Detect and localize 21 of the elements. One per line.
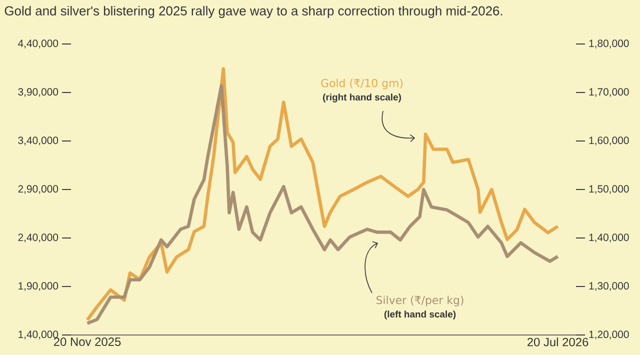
y-tick-label: 1,90,000 <box>18 282 58 291</box>
chart-title: Gold and silver's blistering 2025 rally gave way to a sharp correction through mid-2026. <box>4 6 502 18</box>
y2-tick-label: 1,50,000 <box>589 185 629 194</box>
y-tick-label: 3,40,000 <box>18 136 58 146</box>
y2-tick-label: 1,30,000 <box>589 282 629 291</box>
y-tick-label: 4,40,000 <box>18 40 58 48</box>
text: Silver (₹/per kg) <box>376 296 464 306</box>
x-tick-label: 20 Jul 2026 <box>527 338 588 346</box>
y-tick-label: 2,90,000 <box>18 185 58 194</box>
y2-tick-label: 1,60,000 <box>589 136 629 146</box>
y-tick-label: 3,90,000 <box>18 88 58 97</box>
y2-tick-label: 1,20,000 <box>589 330 629 340</box>
y-tick-label: 1,40,000 <box>18 330 58 340</box>
y-tick-label: 2,40,000 <box>18 234 58 242</box>
text: Gold (₹/10 gm) <box>321 78 403 90</box>
annotation: (right hand scale) <box>323 94 401 102</box>
y2-tick-label: 1,40,000 <box>589 234 629 242</box>
x-tick-label: 20 Nov 2025 <box>54 338 121 346</box>
y2-tick-label: 1,80,000 <box>589 40 629 48</box>
annotation: (left hand scale) <box>384 310 456 320</box>
y2-tick-label: 1,70,000 <box>589 88 629 97</box>
